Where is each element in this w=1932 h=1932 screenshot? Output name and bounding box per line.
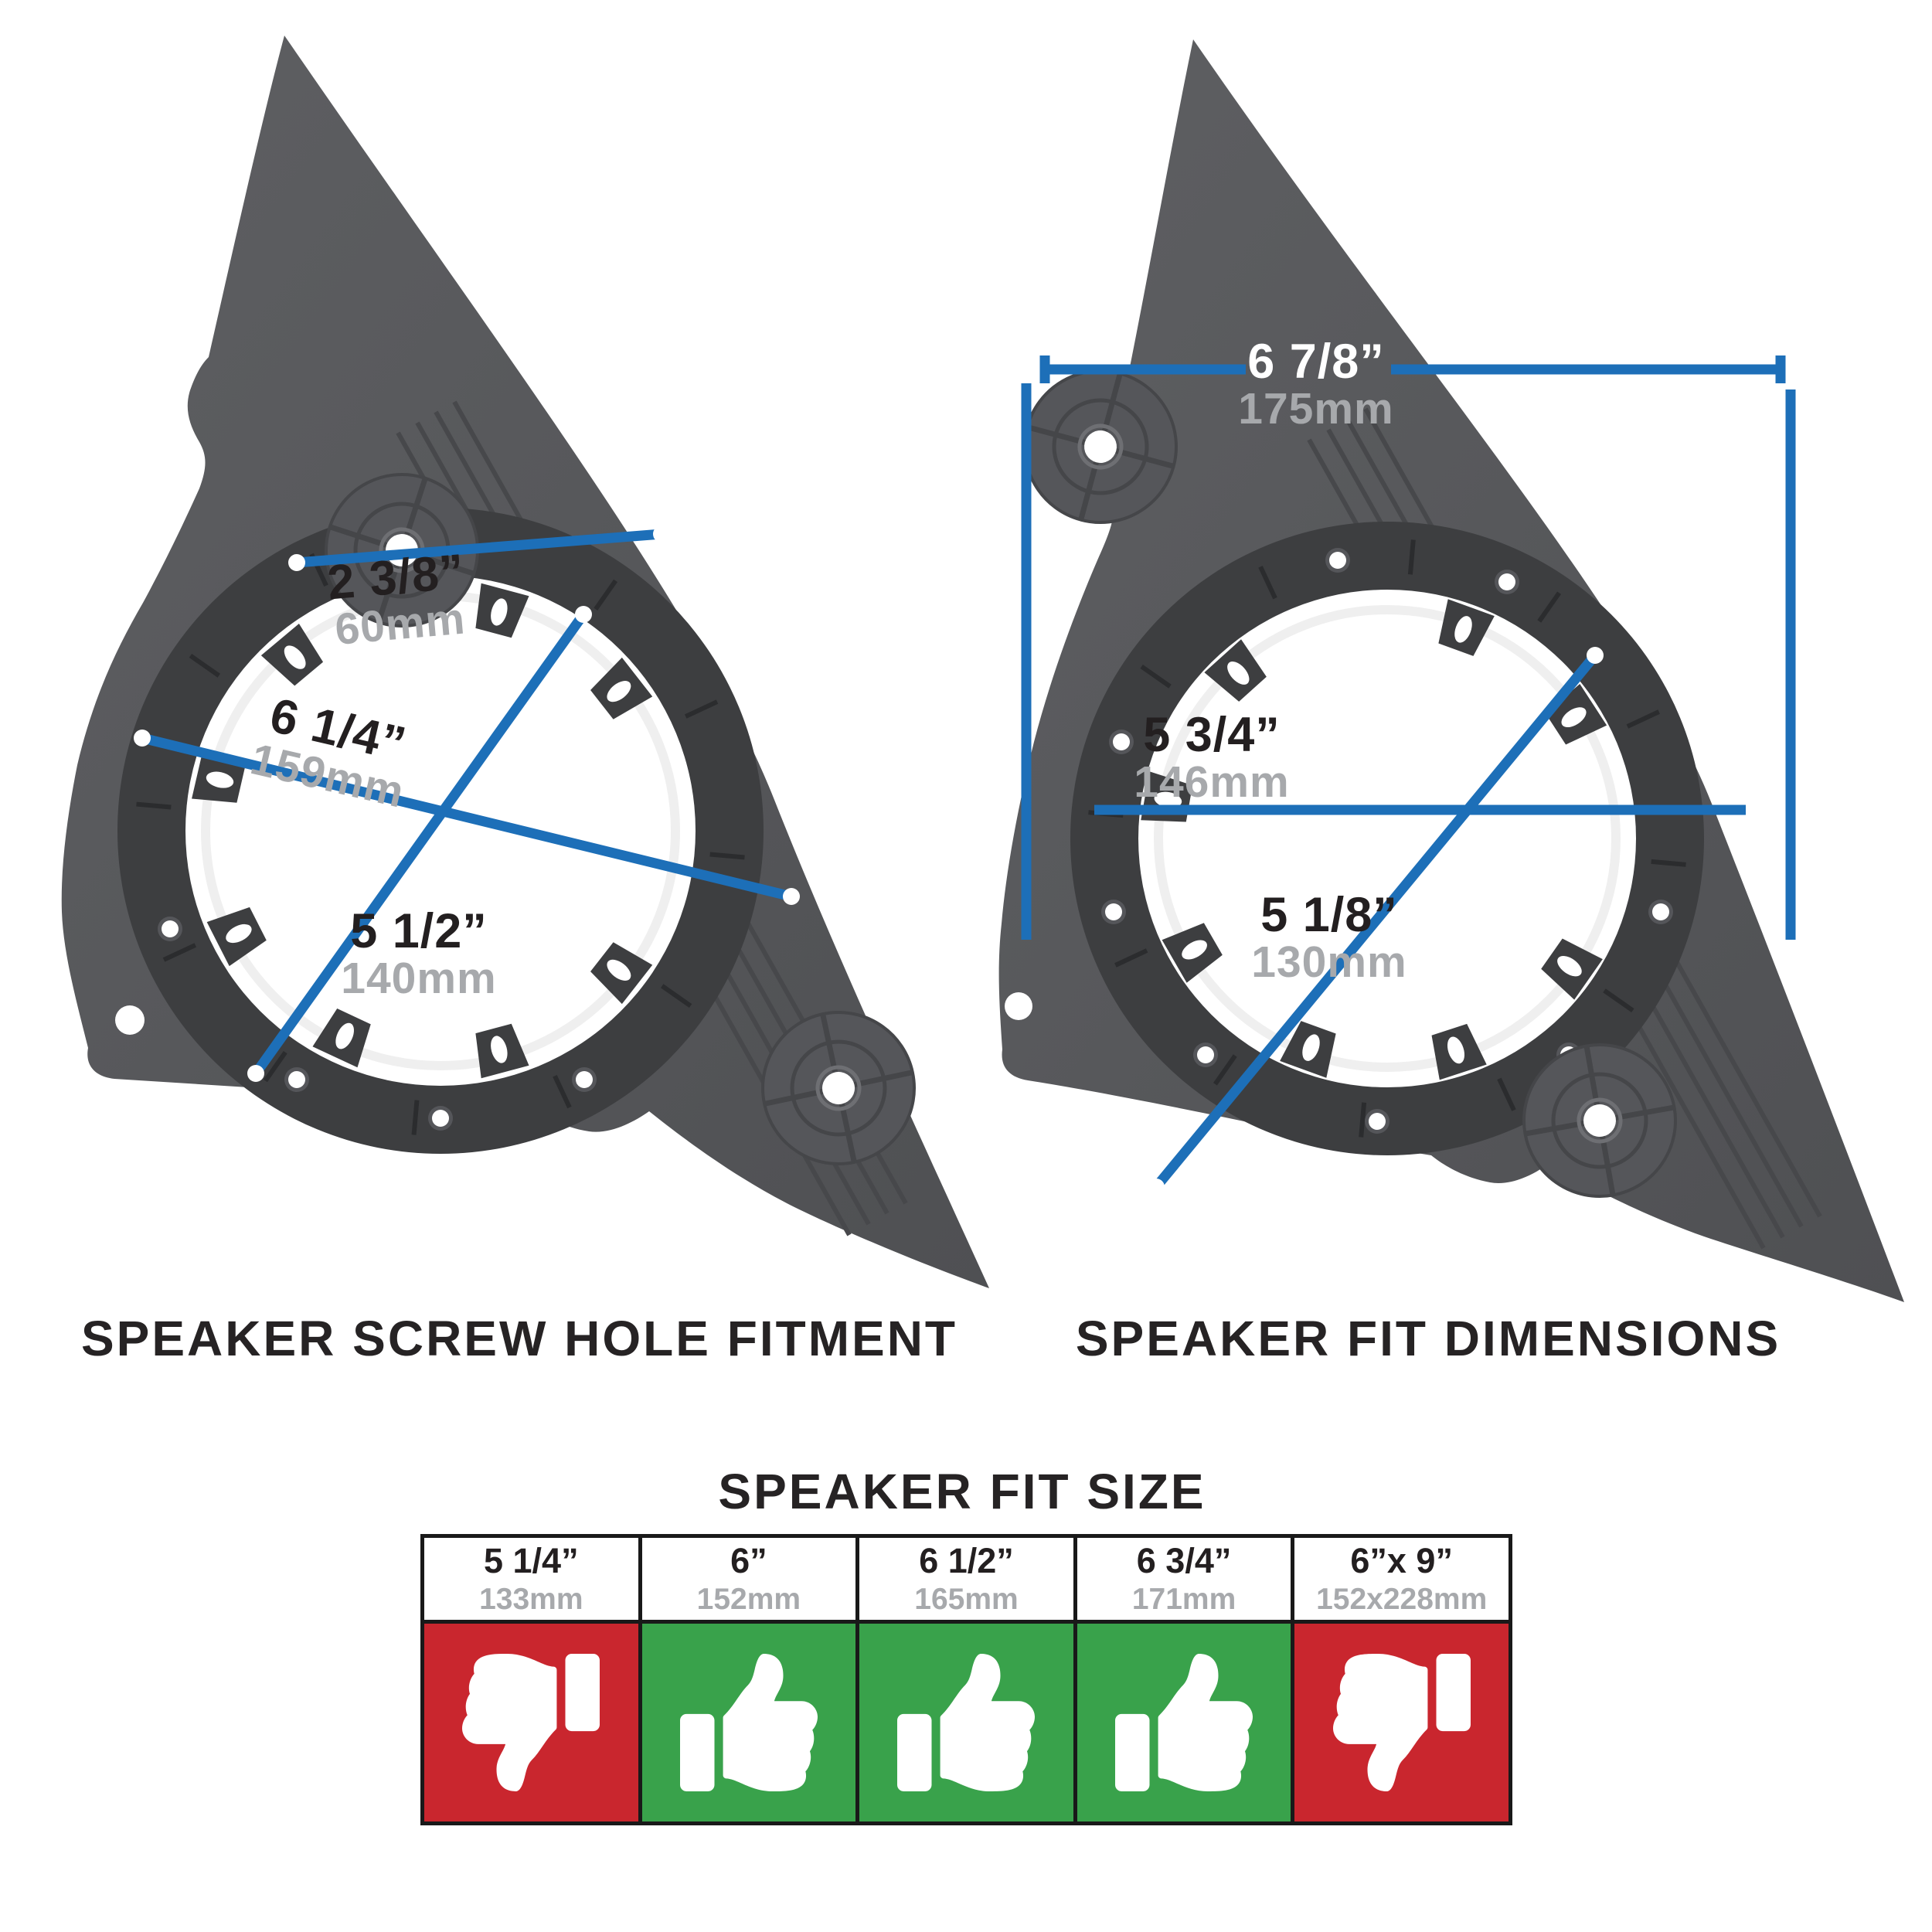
ring-screw-holes-left [158, 917, 597, 1131]
door-panel-right [998, 39, 1904, 1302]
fit-size-label: 5 1/4” [484, 1541, 579, 1580]
ring-tabs-left [192, 583, 653, 1079]
fit-size-label: 6 1/2” [919, 1541, 1014, 1580]
thumbs-down-icon [462, 1654, 600, 1791]
fit-column: 5 1/4” 133mm [424, 1538, 638, 1821]
fit-verdict-cell [424, 1624, 638, 1821]
measurement-inches: 6 7/8” [1247, 334, 1385, 389]
caption-left: SPEAKER SCREW HOLE FITMENT [80, 1311, 958, 1366]
measure-line-159mm [141, 733, 793, 902]
fit-table: 5 1/4” 133mm 6” 152mm 6 1/2” 165mm [420, 1534, 1512, 1825]
fit-column: 6” 152mm [638, 1538, 856, 1821]
speaker-ring-right [1070, 522, 1704, 1155]
door-panel-left [61, 36, 989, 1288]
fit-size-label: 6” [730, 1541, 767, 1580]
ring-tabs-right [1141, 599, 1607, 1080]
speaker-ring-left [117, 508, 764, 1154]
fit-size-label: 6 3/4” [1136, 1541, 1232, 1580]
screw-boss-bottom-right [1522, 1043, 1677, 1198]
measurement-label-140mm: 5 1/2” 140mm [341, 903, 497, 1004]
measure-endpoint-dots-left [134, 526, 800, 1082]
fit-verdict-cell [1294, 1624, 1509, 1821]
measurement-inches: 5 3/4” [1143, 707, 1281, 762]
screw-boss-top-right [1023, 369, 1178, 524]
measurement-mm: 175mm [1238, 384, 1394, 434]
measurement-lines-left [141, 529, 793, 1077]
measurement-label-130mm: 5 1/8” 130mm [1251, 890, 1406, 985]
fit-column-header: 6 3/4” 171mm [1077, 1538, 1291, 1624]
fit-table-title: SPEAKER FIT SIZE [718, 1464, 1206, 1519]
measurement-label-60mm: 2 3/8” 60mm [325, 544, 471, 655]
fit-column-header: 6” 152mm [641, 1538, 856, 1624]
fit-column-header: 5 1/4” 133mm [424, 1538, 638, 1624]
measurement-label-146mm: 5 3/4” 146mm [1134, 707, 1290, 808]
panel-screw-hole-right [1005, 992, 1032, 1020]
measurement-label-175mm: 6 7/8” 175mm [1238, 334, 1394, 434]
fit-verdict-cell [1077, 1624, 1291, 1821]
fit-column: 6 3/4” 171mm [1073, 1538, 1291, 1821]
fit-mm-label: 171mm [1131, 1583, 1236, 1616]
measure-endpoint-dots-right [1148, 647, 1604, 1196]
fit-verdict-cell [641, 1624, 856, 1821]
measurement-mm: 60mm [332, 594, 468, 655]
measure-line-130mm [1151, 651, 1600, 1191]
fit-column-header: 6”x 9” 152x228mm [1294, 1538, 1509, 1624]
fit-mm-label: 133mm [479, 1583, 583, 1616]
fit-mm-label: 165mm [914, 1583, 1019, 1616]
fit-column-header: 6 1/2” 165mm [859, 1538, 1073, 1624]
fit-verdict-cell [859, 1624, 1073, 1821]
measure-line-140mm [251, 611, 588, 1077]
fit-column: 6”x 9” 152x228mm [1291, 1538, 1509, 1821]
measurement-mm: 130mm [1251, 937, 1407, 988]
measurement-inches: 5 1/2” [350, 903, 488, 958]
thumbs-up-icon [897, 1654, 1036, 1791]
measurement-inches: 5 1/8” [1260, 887, 1398, 942]
panel-screw-hole-left [115, 1005, 145, 1035]
measure-line-60mm [296, 529, 662, 568]
fit-column: 6 1/2” 165mm [855, 1538, 1073, 1821]
measurement-mm: 140mm [341, 954, 497, 1004]
thumbs-down-icon [1332, 1654, 1471, 1791]
caption-right: SPEAKER FIT DIMENSIONS [1075, 1311, 1781, 1366]
thumbs-up-icon [679, 1654, 818, 1791]
fit-mm-label: 152mm [696, 1583, 801, 1616]
fit-size-label: 6”x 9” [1350, 1541, 1453, 1580]
thumbs-up-icon [1115, 1654, 1253, 1791]
screw-boss-bottom-left [761, 1011, 916, 1165]
measurement-mm: 146mm [1134, 757, 1290, 808]
fit-mm-label: 152x228mm [1316, 1583, 1488, 1616]
measurement-lines-right [1021, 355, 1796, 1191]
